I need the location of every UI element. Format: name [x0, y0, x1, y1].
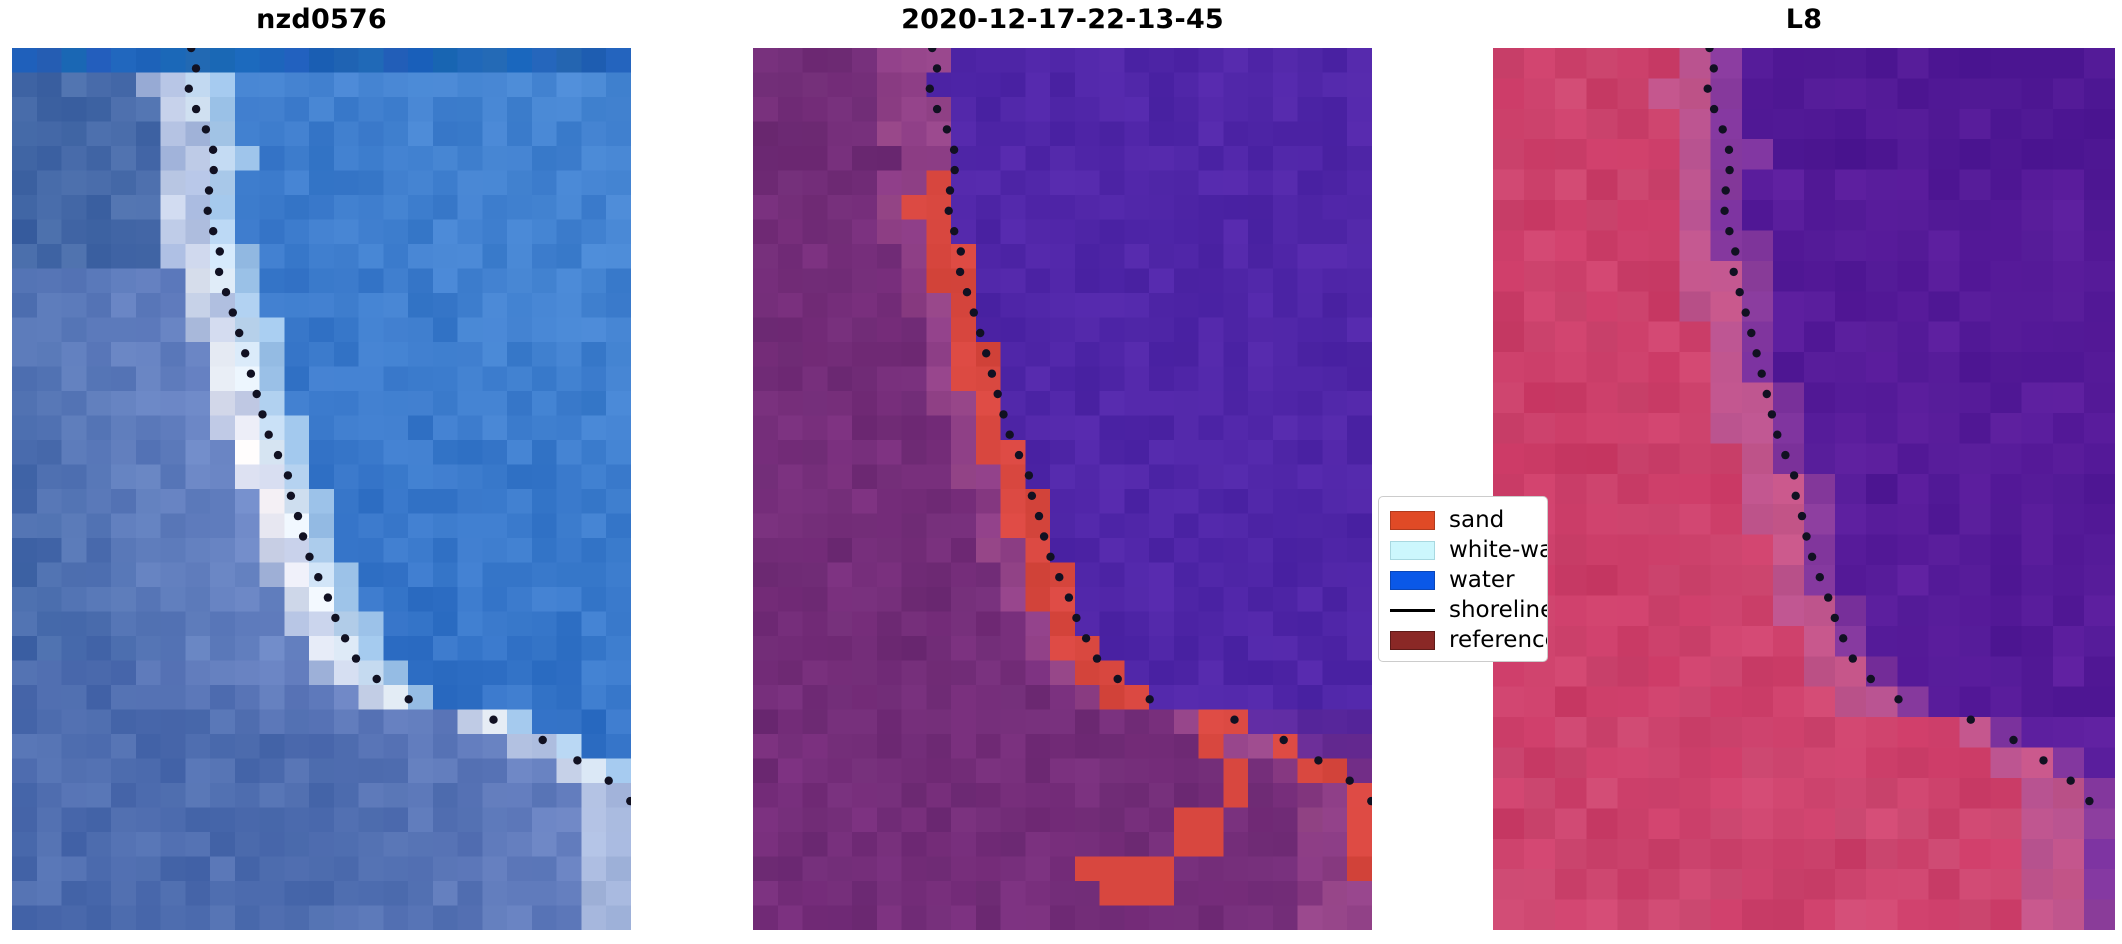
legend-item-shoreline: shoreline	[1390, 595, 1548, 625]
legend-label-shoreline: shoreline	[1449, 596, 1548, 623]
panel-l8-image: L8	[1493, 0, 2115, 930]
panel-title-l8: L8	[1785, 4, 1823, 35]
legend: sand white-water water shoreline referen…	[1378, 496, 1548, 662]
l8-raster	[1493, 48, 2115, 930]
legend-label-water: water	[1449, 566, 1515, 593]
rgb-raster	[12, 48, 631, 930]
legend-label-reference-shoreline: reference shoreline	[1449, 626, 1548, 653]
axes-l8[interactable]	[1493, 48, 2115, 930]
legend-item-reference-shoreline: reference shoreline	[1390, 625, 1548, 655]
panel-classification-image: 2020-12-17-22-13-45	[753, 0, 1372, 930]
legend-item-water: water	[1390, 565, 1515, 595]
legend-item-sand: sand	[1390, 505, 1504, 535]
panel-title-rgb: nzd0576	[256, 4, 387, 35]
legend-swatch-sand	[1390, 510, 1435, 530]
legend-swatch-water	[1390, 570, 1435, 590]
axes-classification[interactable]	[753, 48, 1372, 930]
legend-swatch-white-water	[1390, 540, 1435, 560]
classification-raster	[753, 48, 1372, 930]
axes-rgb[interactable]	[12, 48, 631, 930]
panel-rgb-image: nzd0576	[12, 0, 631, 930]
legend-swatch-reference-shoreline	[1390, 630, 1435, 650]
legend-item-white-water: white-water	[1390, 535, 1547, 565]
legend-label-white-water: white-water	[1449, 536, 1547, 563]
legend-swatch-shoreline	[1390, 608, 1435, 612]
legend-label-sand: sand	[1449, 506, 1505, 533]
panel-title-classification: 2020-12-17-22-13-45	[901, 4, 1224, 35]
